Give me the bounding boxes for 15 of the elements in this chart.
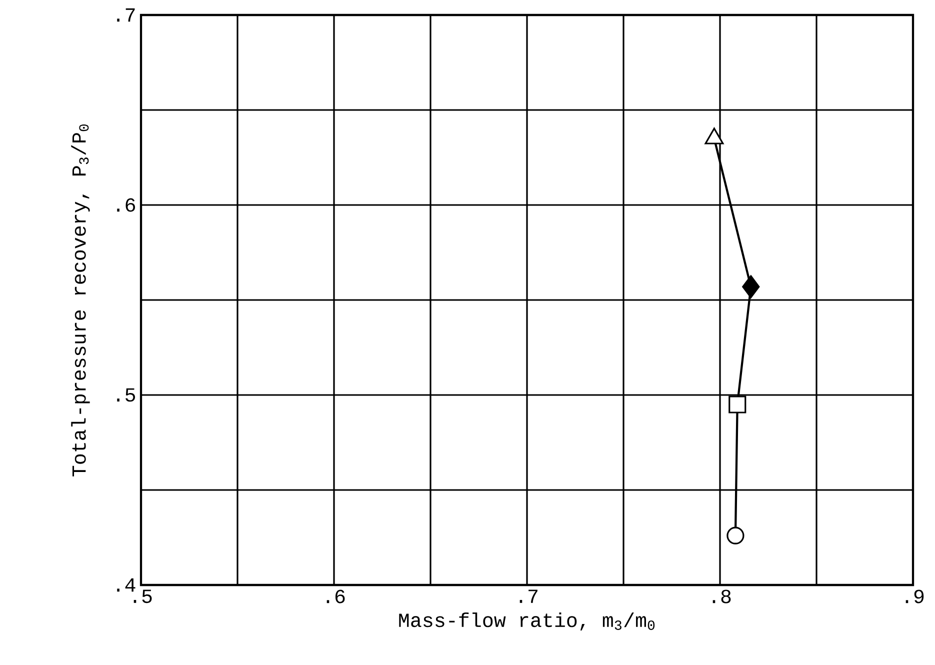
y-tick-label: .4 [117,578,136,592]
y-tick-label: .6 [117,198,135,212]
x-axis-title: Mass-flow ratio, m$_{3}$/m$_{0}$ [399,612,655,630]
y-tick-label: .7 [117,8,135,22]
point [704,128,724,144]
x-tick-label: .8 [712,590,731,604]
point [742,275,760,298]
y-axis-title: Total-pressure recovery, P$_{3}$/P$_{0}$ [71,124,90,476]
x-tick-label: .6 [326,590,345,604]
x-tick-label: .5 [134,590,152,604]
point [726,526,744,544]
x-tick-label: .7 [520,590,538,603]
y-tick-label: .5 [117,388,136,402]
point [728,396,746,414]
x-tick-label: .9 [906,590,924,604]
